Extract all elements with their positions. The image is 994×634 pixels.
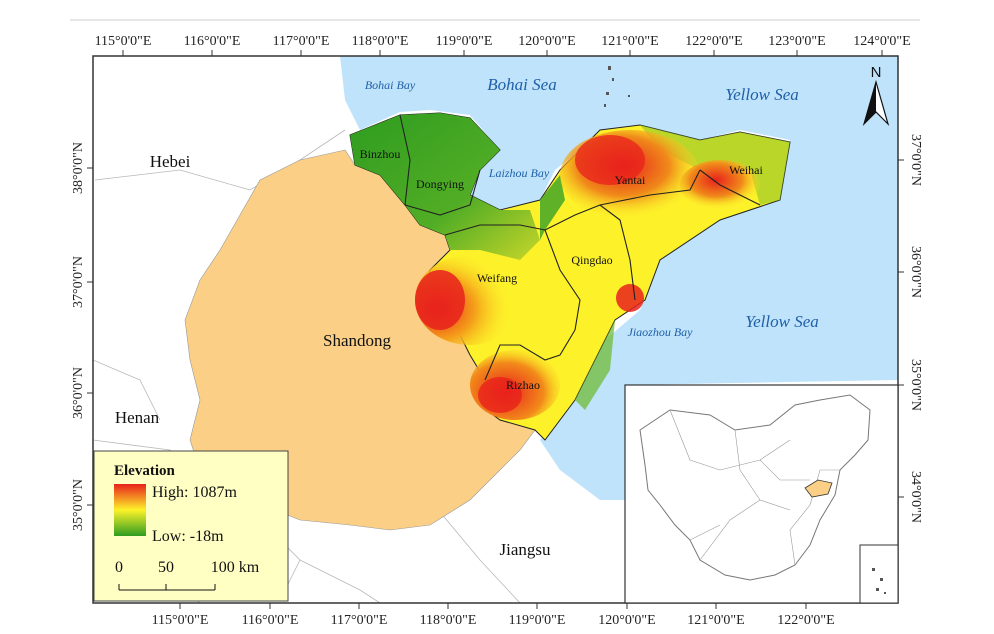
north-arrow-label: N bbox=[871, 64, 882, 81]
right-latitude-labels: 37°0'0"N 36°0'0"N 35°0'0"N 34°0'0"N bbox=[908, 134, 923, 523]
legend-high-label: High: 1087m bbox=[152, 484, 237, 501]
top-lon-label: 118°0'0"E bbox=[352, 34, 409, 49]
scale-label-0: 0 bbox=[115, 559, 123, 576]
city-dongying: Dongying bbox=[416, 177, 464, 191]
region-shandong: Shandong bbox=[323, 331, 392, 350]
left-latitude-labels: 38°0'0"N 37°0'0"N 36°0'0"N 35°0'0"N bbox=[71, 142, 86, 531]
left-lat-label: 35°0'0"N bbox=[71, 479, 86, 531]
china-outline bbox=[639, 394, 871, 581]
city-yantai: Yantai bbox=[615, 173, 646, 187]
right-lat-label: 36°0'0"N bbox=[908, 246, 923, 298]
city-binzhou: Binzhou bbox=[360, 147, 401, 161]
water-bohai-bay: Bohai Bay bbox=[365, 78, 416, 92]
water-yellow-sea-south: Yellow Sea bbox=[745, 312, 819, 331]
bottom-lon-label: 115°0'0"E bbox=[152, 613, 209, 628]
scale-bar bbox=[118, 584, 216, 591]
north-arrow: N bbox=[862, 64, 890, 127]
region-hebei: Hebei bbox=[150, 152, 191, 171]
shandong-inset-highlight bbox=[804, 479, 833, 498]
bottom-lon-label: 122°0'0"E bbox=[777, 613, 834, 628]
water-yellow-sea-north: Yellow Sea bbox=[725, 85, 799, 104]
bottom-lon-label: 120°0'0"E bbox=[598, 613, 655, 628]
scale-label-100: 100 km bbox=[211, 559, 260, 576]
top-lon-label: 117°0'0"E bbox=[273, 34, 330, 49]
bottom-lon-label: 117°0'0"E bbox=[331, 613, 388, 628]
right-lat-label: 35°0'0"N bbox=[908, 359, 923, 411]
scale-label-50: 50 bbox=[158, 559, 174, 576]
water-laizhou-bay: Laizhou Bay bbox=[488, 166, 550, 180]
left-lat-label: 37°0'0"N bbox=[71, 256, 86, 308]
legend-low-label: Low: -18m bbox=[152, 528, 224, 545]
city-boundaries bbox=[399, 114, 761, 381]
bottom-lon-label: 116°0'0"E bbox=[242, 613, 299, 628]
legend-title: Elevation bbox=[114, 463, 175, 479]
top-lon-label: 120°0'0"E bbox=[518, 34, 575, 49]
city-qingdao: Qingdao bbox=[571, 253, 612, 267]
frame-ticks bbox=[87, 50, 904, 609]
top-lon-label: 121°0'0"E bbox=[601, 34, 658, 49]
city-rizhao: Rizhao bbox=[506, 378, 540, 392]
top-lon-label: 123°0'0"E bbox=[768, 34, 825, 49]
bottom-lon-label: 119°0'0"E bbox=[509, 613, 566, 628]
map-body: Hebei Henan Shandong Jiangsu Binzhou Don… bbox=[93, 56, 898, 603]
city-weifang: Weifang bbox=[477, 271, 517, 285]
right-lat-label: 37°0'0"N bbox=[908, 134, 923, 186]
bottom-longitude-labels: 115°0'0"E 116°0'0"E 117°0'0"E 118°0'0"E … bbox=[152, 613, 835, 628]
map-frame bbox=[92, 55, 899, 604]
top-longitude-labels: 115°0'0"E 116°0'0"E 117°0'0"E 118°0'0"E … bbox=[95, 34, 911, 49]
region-henan: Henan bbox=[115, 408, 160, 427]
bottom-lon-label: 121°0'0"E bbox=[687, 613, 744, 628]
elevation-colorbar bbox=[114, 484, 146, 536]
legend-panel: Elevation High: 1087m Low: -18m 0 50 100… bbox=[93, 450, 289, 602]
top-lon-label: 119°0'0"E bbox=[436, 34, 493, 49]
city-weihai: Weihai bbox=[729, 163, 763, 177]
islands bbox=[604, 66, 630, 107]
water-bohai-sea: Bohai Sea bbox=[487, 75, 556, 94]
left-lat-label: 36°0'0"N bbox=[71, 367, 86, 419]
top-lon-label: 122°0'0"E bbox=[685, 34, 742, 49]
top-lon-label: 116°0'0"E bbox=[184, 34, 241, 49]
top-lon-label: 115°0'0"E bbox=[95, 34, 152, 49]
top-lon-label: 124°0'0"E bbox=[853, 34, 910, 49]
right-lat-label: 34°0'0"N bbox=[908, 471, 923, 523]
left-lat-label: 38°0'0"N bbox=[71, 142, 86, 194]
region-jiangsu: Jiangsu bbox=[500, 540, 552, 559]
bottom-lon-label: 118°0'0"E bbox=[420, 613, 477, 628]
water-jiaozhou-bay: Jiaozhou Bay bbox=[628, 325, 694, 339]
inset-china-map bbox=[624, 384, 899, 604]
